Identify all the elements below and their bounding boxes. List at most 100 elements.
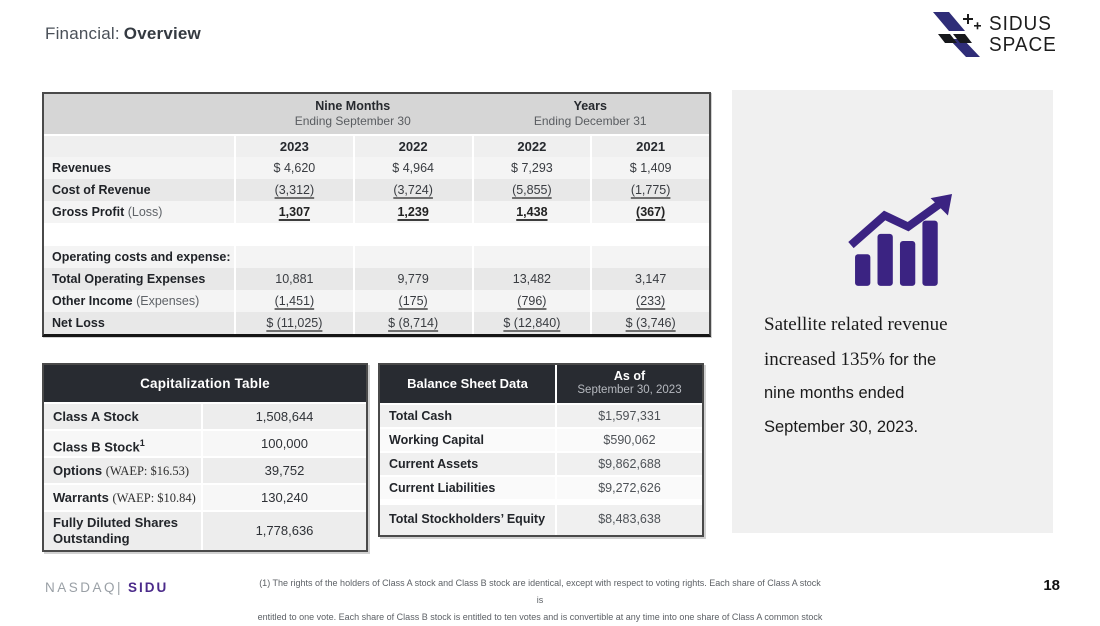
cell-value: $ 4,620 bbox=[234, 157, 353, 179]
cell-value: $9,862,688 bbox=[555, 453, 702, 475]
table-row-operating-costs-header: Operating costs and expense: bbox=[44, 246, 709, 268]
cell-value: $ (12,840) bbox=[471, 312, 591, 334]
cell-value: 1,778,636 bbox=[201, 512, 366, 550]
footnote-line-2: entitled to one vote. Each share of Clas… bbox=[257, 612, 823, 622]
capitalization-table-title: Capitalization Table bbox=[44, 365, 366, 402]
cell-value: 1,438 bbox=[471, 201, 591, 223]
highlight-text: Satellite related revenue increased 135%… bbox=[764, 308, 1034, 444]
footnote-marker: 1 bbox=[139, 438, 145, 448]
table-row-class-b-stock: Class B Stock1 100,000 bbox=[44, 429, 366, 460]
financial-table-group-header: Nine Months Ending September 30 Years En… bbox=[44, 94, 709, 134]
capitalization-table: Capitalization Table Class A Stock 1,508… bbox=[42, 363, 368, 552]
year-column-header: 2022 bbox=[352, 136, 472, 157]
highlight-panel: Satellite related revenue increased 135%… bbox=[732, 90, 1053, 533]
group-subtitle: Ending September 30 bbox=[294, 114, 411, 128]
page-title-prefix: Financial: bbox=[45, 24, 120, 43]
cell-value: $ 7,293 bbox=[471, 157, 591, 179]
cell-value: (367) bbox=[590, 201, 709, 223]
row-label: Current Assets bbox=[389, 457, 479, 471]
table-row-class-a-stock: Class A Stock 1,508,644 bbox=[44, 402, 366, 429]
row-label: Total Stockholders’ Equity bbox=[389, 512, 546, 526]
cell-value: $ 4,964 bbox=[352, 157, 472, 179]
cell-value: (5,855) bbox=[471, 179, 591, 201]
bar-chart-rising-arrow-icon bbox=[848, 194, 953, 286]
year-column-header: 2021 bbox=[590, 136, 709, 157]
cell-value: (233) bbox=[590, 290, 709, 312]
group-subtitle: Ending December 31 bbox=[533, 114, 647, 128]
cell-value: $ (8,714) bbox=[352, 312, 472, 334]
page-title: Financial: Overview bbox=[45, 24, 201, 44]
table-row-options: Options (WAEP: $16.53) 39,752 bbox=[44, 456, 366, 484]
table-row-current-liabilities: Current Liabilities $9,272,626 bbox=[380, 475, 702, 499]
highlight-line-2: increased 135% for the bbox=[764, 348, 937, 370]
balance-sheet-header: Balance Sheet Data As of September 30, 2… bbox=[380, 365, 702, 403]
cell-value: 130,240 bbox=[201, 485, 366, 511]
financial-overview-table: Nine Months Ending September 30 Years En… bbox=[42, 92, 711, 337]
group-title: Years bbox=[573, 99, 607, 113]
row-label: Class B Stock1 bbox=[53, 438, 145, 455]
group-header-nine-months: Nine Months Ending September 30 bbox=[234, 94, 472, 134]
cell-value: $590,062 bbox=[555, 429, 702, 451]
table-row-warrants: Warrants (WAEP: $10.84) 130,240 bbox=[44, 483, 366, 511]
cell-value: $ 1,409 bbox=[590, 157, 709, 179]
row-label: Total Cash bbox=[389, 409, 452, 423]
row-label: Operating costs and expense: bbox=[52, 250, 231, 264]
cell-value: 9,779 bbox=[352, 268, 472, 290]
table-row-other-income: Other Income (Expenses) (1,451) (175) (7… bbox=[44, 290, 709, 312]
cell-value: 1,307 bbox=[234, 201, 353, 223]
cell-value: $ (3,746) bbox=[590, 312, 709, 334]
cell-value: (1,775) bbox=[590, 179, 709, 201]
cell-value: (3,724) bbox=[352, 179, 472, 201]
sidus-logo-wordmark: SIDUS SPACE bbox=[989, 14, 1057, 56]
highlight-line-1: Satellite related revenue bbox=[764, 314, 948, 335]
table-row-current-assets: Current Assets $9,862,688 bbox=[380, 451, 702, 475]
cell-value bbox=[590, 246, 709, 268]
cell-value: 39,752 bbox=[201, 458, 366, 484]
row-label: Warrants (WAEP: $10.84) bbox=[53, 490, 196, 505]
table-row-total-cash: Total Cash $1,597,331 bbox=[380, 403, 702, 427]
cell-value bbox=[234, 246, 353, 268]
ticker-symbol: SIDU bbox=[128, 580, 169, 595]
year-row-spacer bbox=[44, 136, 234, 157]
row-label: Gross Profit (Loss) bbox=[52, 205, 163, 219]
logo-word-space: SPACE bbox=[988, 34, 1057, 56]
ticker-divider: | bbox=[117, 580, 124, 595]
cell-value: 100,000 bbox=[201, 431, 366, 460]
cell-value: 13,482 bbox=[471, 268, 591, 290]
table-row-total-operating-expenses: Total Operating Expenses 10,881 9,779 13… bbox=[44, 268, 709, 290]
cell-value bbox=[352, 246, 472, 268]
cell-value: 1,508,644 bbox=[201, 404, 366, 429]
year-column-header: 2022 bbox=[471, 136, 591, 157]
row-label: Fully Diluted Shares Outstanding bbox=[53, 515, 178, 546]
highlight-line-3: nine months ended bbox=[764, 384, 905, 402]
cell-value: (3,312) bbox=[234, 179, 353, 201]
sidus-space-logo: SIDUS SPACE bbox=[932, 11, 1060, 59]
cell-value: $ (11,025) bbox=[234, 312, 353, 334]
row-label: Other Income (Expenses) bbox=[52, 294, 200, 308]
table-row-total-stockholders-equity: Total Stockholders’ Equity $8,483,638 bbox=[380, 499, 702, 535]
cell-value: (175) bbox=[352, 290, 472, 312]
group-header-years: Years Ending December 31 bbox=[472, 94, 710, 134]
cell-value: 1,239 bbox=[352, 201, 472, 223]
highlight-line-4: September 30, 2023. bbox=[764, 417, 919, 436]
financial-table-year-row: 2023 2022 2022 2021 bbox=[44, 134, 709, 157]
year-column-header: 2023 bbox=[234, 136, 353, 157]
cell-value: 3,147 bbox=[590, 268, 709, 290]
group-header-spacer bbox=[44, 94, 234, 134]
table-row-net-loss: Net Loss $ (11,025) $ (8,714) $ (12,840)… bbox=[44, 312, 709, 334]
cell-value: 10,881 bbox=[234, 268, 353, 290]
logo-word-sidus: SIDUS bbox=[988, 13, 1052, 35]
row-label: Working Capital bbox=[389, 433, 484, 447]
cell-value: $8,483,638 bbox=[555, 505, 702, 535]
cell-value: (796) bbox=[471, 290, 591, 312]
sidus-logo-mark-icon bbox=[932, 12, 981, 57]
footnote-line-1: (1) The rights of the holders of Class A… bbox=[259, 578, 821, 605]
row-label: Class A Stock bbox=[53, 409, 139, 424]
row-label: Cost of Revenue bbox=[52, 183, 151, 197]
table-row-cost-of-revenue: Cost of Revenue (3,312) (3,724) (5,855) … bbox=[44, 179, 709, 201]
page-number: 18 bbox=[1043, 577, 1060, 594]
balance-sheet-title: Balance Sheet Data bbox=[407, 376, 528, 391]
exchange-label: NASDAQ bbox=[45, 580, 118, 595]
cell-value: $9,272,626 bbox=[555, 477, 702, 499]
row-label: Options (WAEP: $16.53) bbox=[53, 463, 190, 478]
